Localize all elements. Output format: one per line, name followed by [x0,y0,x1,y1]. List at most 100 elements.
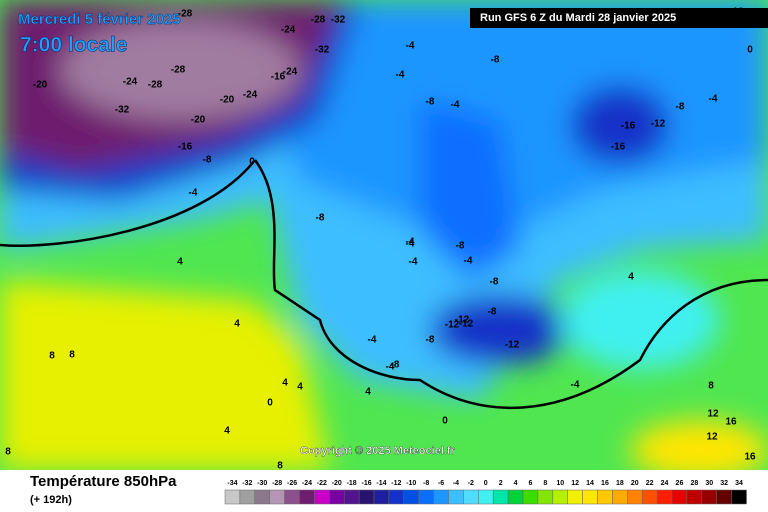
legend-tick-label: -4 [453,480,459,487]
legend-swatch [403,489,419,505]
legend-tick-label: 10 [556,480,564,487]
contour-label: 4 [282,378,288,389]
legend-swatch [582,489,598,505]
legend-swatch [656,489,673,505]
legend-tick-label: -18 [347,480,357,487]
legend-swatch [731,489,747,505]
contour-label: -28 [171,65,186,76]
contour-label: -8 [426,97,435,108]
contour-label: 0 [747,45,753,56]
contour-label: -12 [651,119,666,130]
legend-tick-label: -2 [468,480,474,487]
contour-label: 8 [708,381,714,392]
contour-label: -12 [505,340,520,351]
legend-tick-label: 12 [571,480,579,487]
legend-swatch [641,489,658,505]
contour-label: -4 [368,335,377,346]
contour-label: 8 [69,350,75,361]
contour-label: -24 [243,90,258,101]
legend-tick-label: 14 [586,480,594,487]
legend-tick-label: -24 [302,480,312,487]
contour-label: 12 [707,409,719,420]
legend-tick-label: -32 [242,480,252,487]
contour-label: 0 [267,398,273,409]
contour-label: 8 [5,447,11,458]
legend-swatch [478,489,494,505]
contour-label: -8 [203,155,212,166]
contour-label: -4 [571,380,580,391]
legend-tick-label: -22 [317,480,327,487]
legend-swatch [686,489,703,505]
contour-label: -12 [445,320,460,331]
legend-tick-label: 22 [646,480,654,487]
contour-label: -8 [491,55,500,66]
contour-label: -12 [455,315,470,326]
contour-label: 8 [49,351,55,362]
legend-swatch [343,489,360,505]
legend-swatch [418,489,434,505]
legend-swatch [388,489,405,505]
legend-tick-label: 6 [528,480,532,487]
run-banner [470,8,768,28]
legend-tick-label: 16 [601,480,609,487]
legend-swatch [373,489,390,505]
legend-swatch [269,489,285,505]
contour-label: -16 [611,142,626,153]
time-text: 7:00 locale [20,34,127,57]
map-labels: -28 -20 -24 -32 -28 -32 -24 -20 -16 -28 -24 -28 -32 -… [5,7,756,472]
contour-label: 0 [249,157,255,168]
contour-label: -20 [33,80,48,91]
legend-tick-label: 2 [499,480,503,487]
contour-label: 16 [725,417,737,428]
contour-label: -16 [271,72,286,83]
legend-tick-label: -34 [227,480,237,487]
legend-tick-label: 30 [705,480,713,487]
map-field [0,0,768,480]
contour-label: 4 [365,387,371,398]
legend-swatch [492,489,509,505]
legend-swatch [284,489,300,505]
legend-swatch [358,489,375,505]
legend-tick-label: 20 [631,480,639,487]
contour-label: -8 [391,360,400,371]
contour-label: -8 [456,241,465,252]
contour-label: 4 [177,257,183,268]
contour-label: 4 [234,319,240,330]
contour-label: -16 [178,142,193,153]
contour-label: -32 [315,45,330,56]
contour-label: -4 [406,237,415,248]
legend-tick-label: 26 [676,480,684,487]
legend-tick-label: 4 [514,480,518,487]
contour-label: -8 [490,277,499,288]
legend-swatch [507,489,524,505]
legend-swatch [448,489,464,505]
copyright: Copyright © 2025 Meteociel.fr [300,445,456,457]
legend-swatch [239,489,256,505]
legend-tick-label: 34 [735,480,743,487]
contour-label: 16 [744,452,756,463]
contour-label: -4 [464,256,473,267]
contour-label: -32 [331,15,346,26]
contour-label: 4 [297,382,303,393]
contour-label: -4 [396,70,405,81]
contour-label: 12 [732,7,744,18]
footer-lead: (+ 192h) [30,494,72,506]
legend-swatch [627,489,643,505]
contour-label: -4 [406,239,415,250]
contour-label: -4 [189,188,198,199]
contour-label: -4 [451,100,460,111]
legend-tick-label: -10 [406,480,416,487]
legend-tick-label: -20 [332,480,342,487]
contour-label: -12 [459,319,474,330]
legend-swatch [537,489,554,505]
legend-tick-label: 0 [484,480,488,487]
legend-tick-label: 8 [543,480,547,487]
legend-swatch [433,489,449,505]
legend-tick-label: -30 [257,480,267,487]
legend-swatch [671,489,688,505]
legend-swatch [567,489,583,505]
contour-label: 12 [706,432,718,443]
legend-swatch [597,489,613,505]
legend-swatch [329,489,345,505]
legend-tick-label: -26 [287,480,297,487]
